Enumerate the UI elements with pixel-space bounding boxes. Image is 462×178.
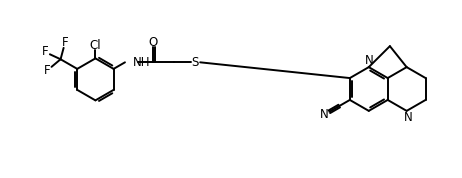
Text: N: N [404,111,413,124]
Text: NH: NH [133,56,150,69]
Text: F: F [44,64,50,77]
Text: O: O [148,36,157,49]
Text: F: F [62,36,68,49]
Text: F: F [42,45,48,58]
Text: Cl: Cl [90,39,101,52]
Text: N: N [365,54,373,67]
Text: N: N [320,108,329,121]
Text: S: S [192,56,199,69]
